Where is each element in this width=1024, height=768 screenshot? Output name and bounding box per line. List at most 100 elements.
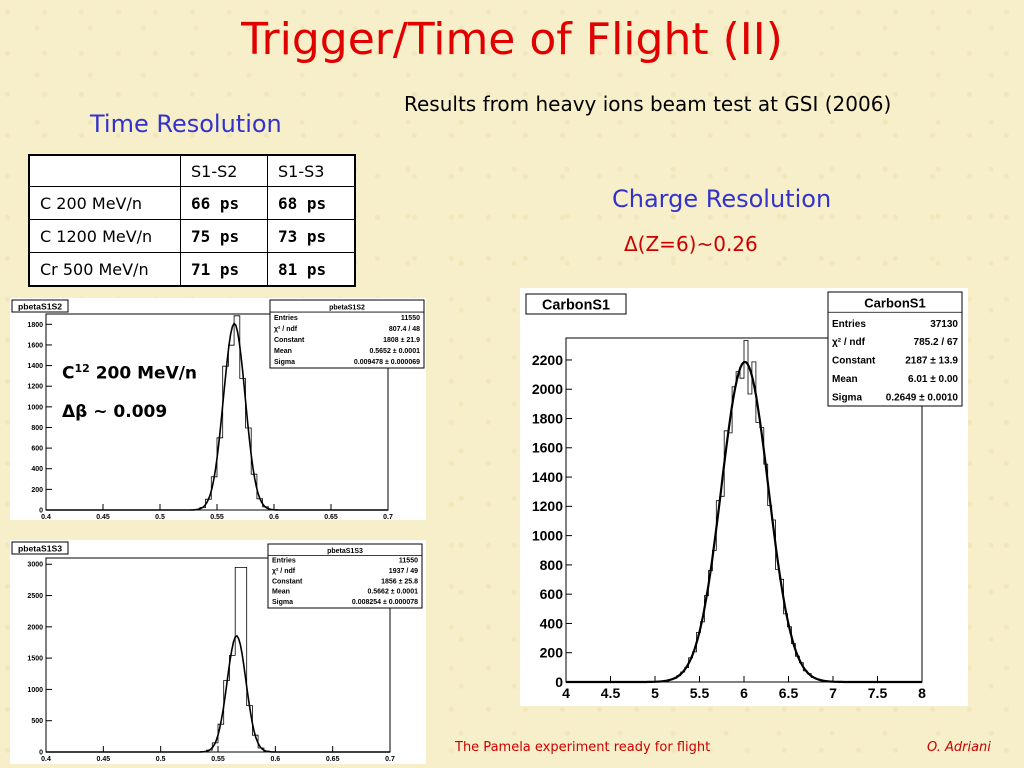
stats-value: 785.2 / 67 <box>914 337 959 348</box>
time-resolution-table: S1-S2 S1-S3 C 200 MeV/n 66 ps 68 ps C 12… <box>28 154 356 287</box>
stats-key: Constant <box>274 337 305 344</box>
table-row: Cr 500 MeV/n 71 ps 81 ps <box>28 252 356 287</box>
stats-key: Mean <box>832 374 858 385</box>
y-tick-label: 0 <box>555 674 563 690</box>
y-tick-label: 400 <box>31 466 43 473</box>
stats-box <box>267 543 423 609</box>
x-tick-label: 0.7 <box>385 756 395 763</box>
x-tick-label: 0.55 <box>211 756 225 763</box>
histogram-title: pbetaS1S3 <box>18 543 62 553</box>
x-tick-label: 8 <box>918 685 926 701</box>
stats-value: 6.01 ± 0.00 <box>908 374 958 385</box>
y-tick-label: 800 <box>540 557 564 573</box>
y-tick-label: 1600 <box>532 440 563 456</box>
stats-key: Mean <box>274 348 292 355</box>
table-row: C 200 MeV/n 66 ps 68 ps <box>28 186 356 220</box>
y-tick-label: 1400 <box>532 469 563 485</box>
stats-value: 1937 / 49 <box>389 568 418 575</box>
y-tick-label: 1500 <box>27 656 43 663</box>
y-tick-label: 1600 <box>27 342 43 349</box>
y-tick-label: 1800 <box>532 410 563 426</box>
x-tick-label: 0.7 <box>383 514 393 520</box>
x-tick-label: 6 <box>740 685 748 701</box>
isotope-superscript: 12 <box>74 362 90 375</box>
y-tick-label: 400 <box>540 615 564 631</box>
y-tick-label: 1200 <box>27 384 43 391</box>
y-tick-label: 2500 <box>27 593 43 600</box>
y-tick-label: 2000 <box>532 381 563 397</box>
x-tick-label: 0.45 <box>96 514 110 520</box>
y-tick-label: 500 <box>31 718 43 725</box>
x-tick-label: 5.5 <box>690 685 710 701</box>
table-row: C 1200 MeV/n 75 ps 73 ps <box>28 219 356 253</box>
x-tick-label: 0.55 <box>210 514 224 520</box>
gaussian-fit-curve <box>46 634 390 753</box>
isotope-energy: 200 MeV/n <box>89 363 198 384</box>
y-tick-label: 2200 <box>532 352 563 368</box>
gaussian-fit-curve <box>566 361 922 684</box>
stats-value: 1856 ± 25.8 <box>381 578 418 585</box>
stats-value: 37130 <box>930 319 958 330</box>
x-tick-label: 0.6 <box>270 756 280 763</box>
x-tick-label: 6.5 <box>779 685 799 701</box>
row-label: C 200 MeV/n <box>28 186 181 220</box>
y-tick-label: 1800 <box>27 322 43 329</box>
y-tick-label: 2000 <box>27 624 43 631</box>
stats-key: Entries <box>832 319 866 330</box>
y-tick-label: 1000 <box>27 687 43 694</box>
stats-value: 11550 <box>401 315 420 322</box>
column-header-s1s3: S1-S3 <box>267 154 356 187</box>
histogram-title-box <box>11 541 69 555</box>
stats-box <box>827 291 963 407</box>
x-tick-label: 0.4 <box>41 756 51 763</box>
isotope-base: C <box>62 363 75 384</box>
stats-name: pbetaS1S3 <box>327 548 363 555</box>
y-tick-label: 200 <box>540 645 564 661</box>
pbeta-s1s3-histogram: 0 500 1000 1500 2000 2500 3000 0.4 0.45 0.5 0.55 0.… <box>10 540 426 764</box>
x-tick-label: 0.45 <box>97 756 111 763</box>
stats-value: 1808 ± 21.9 <box>383 337 420 344</box>
footer-left: The Pamela experiment ready for flight <box>455 740 711 755</box>
stats-value: 0.008254 ± 0.000078 <box>352 599 418 606</box>
y-tick-label: 1200 <box>532 498 563 514</box>
footer-author: O. Adriani <box>927 740 991 755</box>
x-tick-label: 0.4 <box>41 514 51 520</box>
x-tick-label: 0.65 <box>326 756 340 763</box>
cell-s1s3: 68 ps <box>267 186 356 220</box>
x-tick-label: 7 <box>829 685 837 701</box>
x-tick-label: 4.5 <box>601 685 621 701</box>
y-tick-label: 1000 <box>27 404 43 411</box>
y-tick-label: 3000 <box>27 562 43 569</box>
stats-value: 0.5652 ± 0.0001 <box>369 348 420 355</box>
x-tick-label: 0.5 <box>156 756 166 763</box>
x-tick-label: 0.5 <box>155 514 165 520</box>
stats-value: 2187 ± 13.9 <box>905 356 958 367</box>
stats-key: Sigma <box>274 359 295 366</box>
charge-resolution-value: Δ(Z=6)~0.26 <box>624 232 758 256</box>
stats-value: 0.2649 ± 0.0010 <box>886 392 959 403</box>
delta-beta-annotation: Δβ ~ 0.009 <box>62 402 168 422</box>
charge-resolution-heading: Charge Resolution <box>612 185 832 213</box>
stats-value: 807.4 / 48 <box>389 326 420 333</box>
x-tick-label: 0.65 <box>324 514 338 520</box>
cell-s1s2: 75 ps <box>180 219 268 253</box>
y-tick-label: 0 <box>39 749 43 756</box>
table-corner-cell <box>28 154 181 187</box>
stats-key: Entries <box>272 558 296 565</box>
column-header-s1s2: S1-S2 <box>180 154 268 187</box>
cell-s1s2: 71 ps <box>180 252 268 287</box>
isotope-annotation: C12 200 MeV/n <box>62 362 197 384</box>
stats-key: χ² / ndf <box>274 326 298 333</box>
stats-box <box>269 299 425 369</box>
table-header-row: S1-S2 S1-S3 <box>28 154 356 187</box>
x-tick-label: 5 <box>651 685 659 701</box>
histogram-title: pbetaS1S2 <box>18 301 62 311</box>
time-resolution-heading: Time Resolution <box>90 110 282 138</box>
stats-value: 11550 <box>399 558 418 565</box>
stats-key: Constant <box>832 356 876 367</box>
slide-title: Trigger/Time of Flight (II) <box>241 14 783 65</box>
y-tick-label: 1400 <box>27 363 43 370</box>
stats-value: 0.009478 ± 0.000069 <box>354 359 420 366</box>
carbon-s1-histogram: 0 200 400 600 800 1000 1200 1400 1600 1800 2000 220… <box>520 288 968 706</box>
histogram-title-box <box>525 293 627 315</box>
